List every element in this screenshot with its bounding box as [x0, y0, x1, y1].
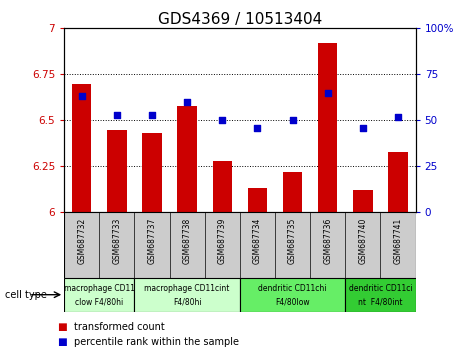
Text: GSM687738: GSM687738 — [183, 218, 191, 264]
Text: GSM687740: GSM687740 — [359, 218, 367, 264]
Text: clow F4/80hi: clow F4/80hi — [75, 298, 124, 307]
Text: GSM687736: GSM687736 — [323, 218, 332, 264]
Text: dendritic CD11ci: dendritic CD11ci — [349, 284, 412, 293]
Text: nt  F4/80int: nt F4/80int — [358, 298, 403, 307]
Point — [359, 125, 367, 131]
Text: percentile rank within the sample: percentile rank within the sample — [74, 337, 238, 347]
Bar — [178, 105, 197, 212]
Text: GSM687734: GSM687734 — [253, 218, 262, 264]
Text: GDS4369 / 10513404: GDS4369 / 10513404 — [158, 12, 322, 27]
Text: cell type: cell type — [5, 290, 47, 300]
Bar — [345, 278, 416, 312]
Bar — [318, 43, 337, 212]
Text: GSM687735: GSM687735 — [288, 218, 297, 264]
Text: GSM687739: GSM687739 — [218, 218, 227, 264]
Bar — [213, 161, 232, 212]
Bar — [283, 172, 302, 212]
Point — [183, 99, 191, 105]
Text: GSM687733: GSM687733 — [113, 218, 121, 264]
Bar — [64, 278, 134, 312]
Text: macrophage CD11: macrophage CD11 — [64, 284, 135, 293]
Point — [113, 112, 121, 118]
Text: macrophage CD11cint: macrophage CD11cint — [144, 284, 230, 293]
Point — [289, 118, 296, 123]
Text: GSM687732: GSM687732 — [77, 218, 86, 264]
Bar — [107, 130, 126, 212]
Bar — [240, 278, 345, 312]
Text: ■: ■ — [57, 337, 67, 347]
Bar — [353, 190, 372, 212]
Text: F4/80low: F4/80low — [276, 298, 310, 307]
Text: ■: ■ — [57, 322, 67, 332]
Point — [254, 125, 261, 131]
Text: transformed count: transformed count — [74, 322, 164, 332]
Point — [394, 114, 402, 120]
Bar — [72, 84, 91, 212]
Text: F4/80hi: F4/80hi — [173, 298, 201, 307]
Bar — [248, 188, 267, 212]
Bar — [142, 133, 162, 212]
Bar — [134, 278, 240, 312]
Bar — [389, 152, 408, 212]
Text: GSM687737: GSM687737 — [148, 218, 156, 264]
Point — [78, 93, 86, 99]
Point — [218, 118, 226, 123]
Point — [324, 90, 332, 96]
Text: GSM687741: GSM687741 — [394, 218, 402, 264]
Point — [148, 112, 156, 118]
Text: dendritic CD11chi: dendritic CD11chi — [258, 284, 327, 293]
